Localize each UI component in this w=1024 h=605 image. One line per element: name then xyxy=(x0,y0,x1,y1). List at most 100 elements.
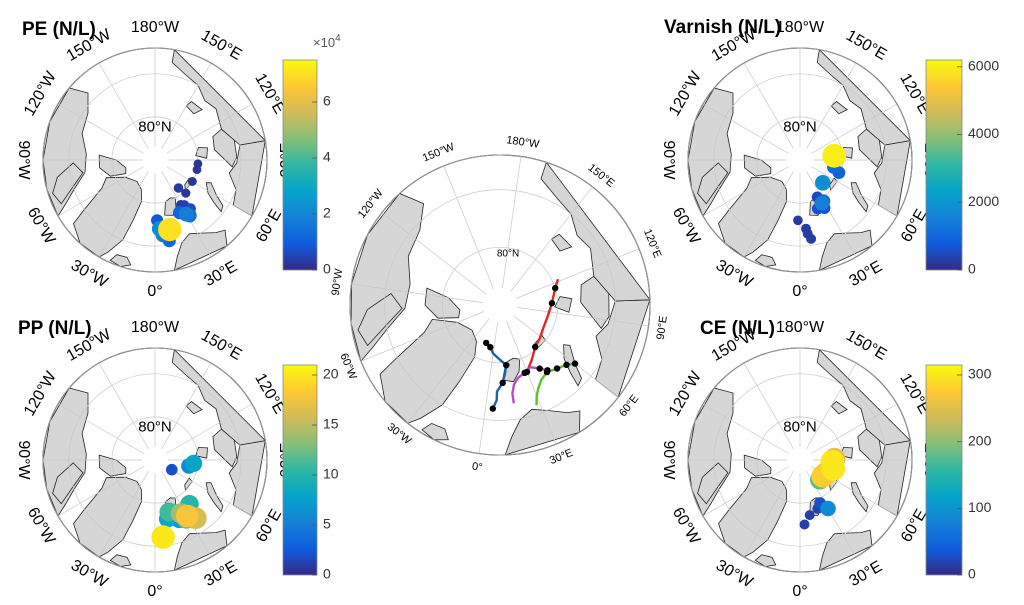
land-greenland xyxy=(718,176,788,258)
route-blue xyxy=(485,342,508,410)
graticule-lon xyxy=(360,311,485,362)
colorbar-exponent-power: 4 xyxy=(335,33,341,44)
lon-label: 90°W xyxy=(15,140,32,180)
station-marker xyxy=(543,368,551,376)
lon-label: 0° xyxy=(471,461,483,474)
lon-label: 150°E xyxy=(198,27,244,64)
lon-label: 180°W xyxy=(131,19,180,36)
panel-title-ce: CE (N/L) xyxy=(700,318,775,339)
lon-label: 90°W xyxy=(15,440,32,480)
lat-label-80n: 80°N xyxy=(497,248,519,259)
colorbar-tick-label: 10 xyxy=(323,466,339,482)
colorbar-gradient xyxy=(282,364,318,576)
colorbar-ce: 0 100 200 300 xyxy=(925,364,992,582)
lat-label-80n: 80°N xyxy=(783,418,817,435)
graticule-lon xyxy=(517,307,649,327)
data-point-varnish xyxy=(793,215,803,226)
colorbar-tick-label: 2 xyxy=(323,205,331,221)
station-marker xyxy=(489,405,496,412)
map-frame xyxy=(687,347,913,573)
colorbar-tick-label: 6 xyxy=(323,93,331,109)
data-point-ce xyxy=(821,457,846,481)
graticule-lon xyxy=(57,403,144,454)
lon-label: 60°E xyxy=(898,507,930,546)
colorbar-tick-label: 0 xyxy=(323,566,331,582)
lon-label: 90°E xyxy=(655,315,670,340)
colorbar-tick-label: 20 xyxy=(323,366,339,382)
lon-label: 30°E xyxy=(847,258,886,290)
map-pe: 180°W150°W120°W90°W60°W30°W0°30°E60°E90°… xyxy=(15,19,295,300)
data-point-pp xyxy=(151,525,175,549)
graticule-lon xyxy=(57,103,144,154)
map-frame xyxy=(349,154,651,456)
lon-label: 60°W xyxy=(669,205,704,248)
station-marker xyxy=(552,284,559,292)
graticule-lon xyxy=(166,166,253,217)
graticule-lon xyxy=(811,103,898,154)
colorbar-tick-label: 200 xyxy=(968,432,992,448)
lon-label: 30°W xyxy=(68,557,111,592)
land-greenland xyxy=(718,476,788,558)
colorbar-tick-label: 4 xyxy=(323,149,331,165)
graticule-lon xyxy=(161,362,212,449)
graticule-lon xyxy=(806,62,857,149)
lon-label: 60°E xyxy=(253,207,285,246)
station-marker xyxy=(503,362,510,369)
station-marker xyxy=(483,339,490,347)
lat-label-80n: 80°N xyxy=(783,118,817,135)
colorbar-varnish: 0 2000 4000 6000 xyxy=(925,58,999,277)
graticule-lat-70 xyxy=(384,189,616,421)
graticule-lon xyxy=(702,466,789,517)
graticule-lon xyxy=(57,166,144,217)
station-marker xyxy=(536,365,543,372)
route-red xyxy=(525,278,560,373)
panel-title-pp: PP (N/L) xyxy=(18,318,92,339)
lat-label-80n: 80°N xyxy=(138,118,172,135)
station-marker xyxy=(487,344,494,351)
lon-label: 30°E xyxy=(202,558,241,590)
graticule-lon xyxy=(806,171,857,258)
lon-label: 60°W xyxy=(24,505,59,548)
lon-label: 0° xyxy=(147,583,162,600)
graticule-lon xyxy=(506,320,557,445)
lon-label: 60°W xyxy=(337,352,358,382)
data-point-pe xyxy=(173,183,184,193)
map-route: 180°W150°W120°W90°W60°W30°W0°30°E60°E90°… xyxy=(330,134,670,474)
lon-label: 150°W xyxy=(421,141,457,165)
map-body xyxy=(43,48,267,272)
graticule-lon xyxy=(57,466,144,517)
lon-label: 0° xyxy=(792,583,807,600)
colorbar-pe: 0 2 4 6 ×104 xyxy=(282,33,341,277)
graticule-lon xyxy=(743,62,794,149)
data-point-pe xyxy=(187,177,197,186)
graticule-lon xyxy=(407,318,490,424)
lon-label: 180°W xyxy=(776,19,825,36)
graticule-lon xyxy=(743,471,794,558)
colorbar-gradient xyxy=(925,364,963,576)
map-body xyxy=(350,156,650,455)
station-marker xyxy=(563,361,570,368)
lon-label: 0° xyxy=(147,283,162,300)
colorbar-tick-label: 0 xyxy=(323,261,331,277)
lon-label: 120°E xyxy=(641,227,663,259)
map-frame xyxy=(42,347,268,573)
land-novayazemlya xyxy=(850,182,869,213)
colorbar-exponent: ×104 xyxy=(313,33,341,50)
map-frame xyxy=(42,47,268,273)
data-point-pp xyxy=(185,454,203,472)
graticule-lon xyxy=(702,103,789,154)
station-marker xyxy=(553,365,561,372)
map-body xyxy=(43,348,267,572)
map-pp: 180°W150°W120°W90°W60°W30°W0°30°E60°E90°… xyxy=(15,319,295,600)
data-point-pe xyxy=(178,206,194,222)
graticule-lon xyxy=(806,362,857,449)
map-body xyxy=(688,348,912,572)
data-point-pp xyxy=(166,463,178,476)
colorbar-tick-label: 5 xyxy=(323,516,331,532)
colorbar-tick-label: 4000 xyxy=(968,125,999,141)
graticule-lon xyxy=(743,362,794,449)
data-point-ce xyxy=(799,519,810,530)
graticule-lon xyxy=(166,103,253,154)
land-severnaya xyxy=(554,296,573,313)
